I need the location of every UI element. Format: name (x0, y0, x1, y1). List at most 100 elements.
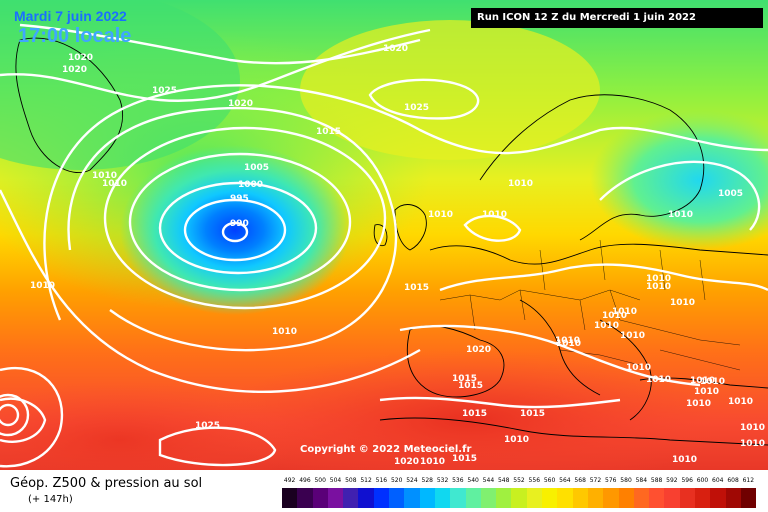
legend-value: 568 (574, 477, 586, 484)
legend-swatch (725, 488, 741, 508)
isobar-label: 1020 (62, 65, 87, 75)
isobar-label: 1025 (404, 103, 429, 113)
map-title: Géop. Z500 & pression au sol (10, 476, 203, 491)
forecast-offset: (+ 147h) (28, 494, 73, 505)
isobar-label: 1015 (452, 454, 477, 464)
legend-value: 540 (467, 477, 479, 484)
isobar-label: 1010 (668, 210, 693, 220)
isobar-label: 1020 (394, 457, 419, 467)
isobar-label: 1010 (690, 376, 715, 386)
legend-swatch (664, 488, 680, 508)
legend-value: 520 (390, 477, 403, 484)
legend-swatch (618, 488, 634, 508)
forecast-date: Mardi 7 juin 2022 (14, 8, 127, 24)
legend-value: 508 (345, 477, 357, 484)
isobar-label: 1015 (458, 381, 483, 391)
legend-value: 572 (589, 477, 602, 484)
legend-value: 544 (482, 477, 495, 484)
legend-value: 500 (314, 477, 326, 484)
isobar-label: 1010 (646, 274, 671, 284)
legend-swatch (526, 488, 543, 508)
legend-swatch (572, 488, 588, 508)
isobar-label: 1010 (556, 339, 581, 349)
isobar-label: 1010 (594, 321, 619, 331)
legend-value: 548 (497, 477, 510, 484)
isobar-label: 1010 (602, 311, 627, 321)
legend-value: 584 (635, 477, 648, 484)
legend-swatch (587, 488, 604, 508)
isobar-label: 1010 (420, 457, 445, 467)
legend-value: 528 (421, 477, 433, 484)
legend-value: 580 (620, 477, 632, 484)
coastlines (15, 37, 768, 446)
legend-value: 492 (283, 477, 296, 484)
legend-value: 512 (360, 477, 372, 484)
isobar-label: 1010 (694, 387, 719, 397)
isobar-label: 1010 (482, 210, 507, 220)
isobar-label: 1015 (452, 374, 477, 384)
legend-swatch (679, 488, 696, 508)
isobar-label: 990 (230, 219, 249, 229)
isobar-label: 1025 (195, 421, 220, 431)
legend-value: 532 (436, 477, 449, 484)
legend-swatch (327, 488, 344, 508)
legend-swatch (297, 488, 313, 508)
country-borders (439, 239, 741, 371)
legend-value: 592 (666, 477, 678, 484)
legend-value: 496 (299, 477, 311, 484)
legend-swatch (373, 488, 390, 508)
map-footer: Géop. Z500 & pression au sol (+ 147h) 49… (0, 470, 768, 512)
legend-swatch (603, 488, 619, 508)
legend-swatch (496, 488, 512, 508)
legend-swatch (511, 488, 527, 508)
isobar-label: 1015 (316, 127, 341, 137)
legend-swatch (649, 488, 665, 508)
weather-map: 1020102010251020101510251010101010051000… (0, 0, 768, 470)
legend-swatches (282, 488, 757, 508)
isobar-label: 1010 (555, 336, 580, 346)
isobar-label: 1010 (740, 439, 765, 449)
isobar-label: 1010 (612, 307, 637, 317)
legend-swatch (542, 488, 558, 508)
isobar-label: 1005 (718, 189, 743, 199)
isobars (0, 23, 768, 468)
isobar-label: 1000 (238, 180, 263, 190)
isobar-label: 1020 (383, 44, 408, 54)
isobar-label: 1010 (686, 399, 711, 409)
isobar-label: 1020 (68, 53, 93, 63)
legend-swatch (557, 488, 573, 508)
legend-swatch (358, 488, 374, 508)
legend-swatch (465, 488, 481, 508)
isobar-label: 1015 (404, 283, 429, 293)
legend-swatch (633, 488, 650, 508)
legend-swatch (419, 488, 435, 508)
isobar-label: 1010 (92, 171, 117, 181)
legend-value: 536 (452, 477, 464, 484)
isobar-label: 1010 (740, 423, 765, 433)
isobar-label: 1010 (646, 375, 671, 385)
legend-swatch (404, 488, 420, 508)
isobar-label: 1010 (670, 298, 695, 308)
isobar-label: 1010 (672, 455, 697, 465)
legend-swatch (312, 488, 328, 508)
legend-value: 604 (712, 477, 724, 484)
isobar-label: 1015 (520, 409, 545, 419)
legend-value: 564 (559, 477, 571, 484)
color-legend: 492 496 500 504 508 512 516 520 524 528 532 536 540 5… (282, 477, 757, 508)
legend-value: 612 (742, 477, 755, 484)
forecast-time: Mardi 7 juin 2022 17:00 locale (14, 8, 131, 48)
isobar-label: 1025 (152, 86, 177, 96)
legend-swatch (282, 488, 298, 508)
legend-swatch (434, 488, 451, 508)
legend-swatch (343, 488, 359, 508)
legend-swatch (389, 488, 405, 508)
legend-swatch (450, 488, 466, 508)
copyright-text: Copyright © 2022 Meteociel.fr (300, 444, 472, 455)
legend-value: 552 (513, 477, 525, 484)
isobar-label: 1010 (504, 435, 529, 445)
legend-labels: 492 496 500 504 508 512 516 520 524 528 532 536 540 5… (282, 477, 756, 486)
isobar-label: 1010 (700, 377, 725, 387)
legend-value: 588 (650, 477, 663, 484)
forecast-local-time: 17:00 locale (18, 25, 132, 47)
isobar-label: 1010 (428, 210, 453, 220)
